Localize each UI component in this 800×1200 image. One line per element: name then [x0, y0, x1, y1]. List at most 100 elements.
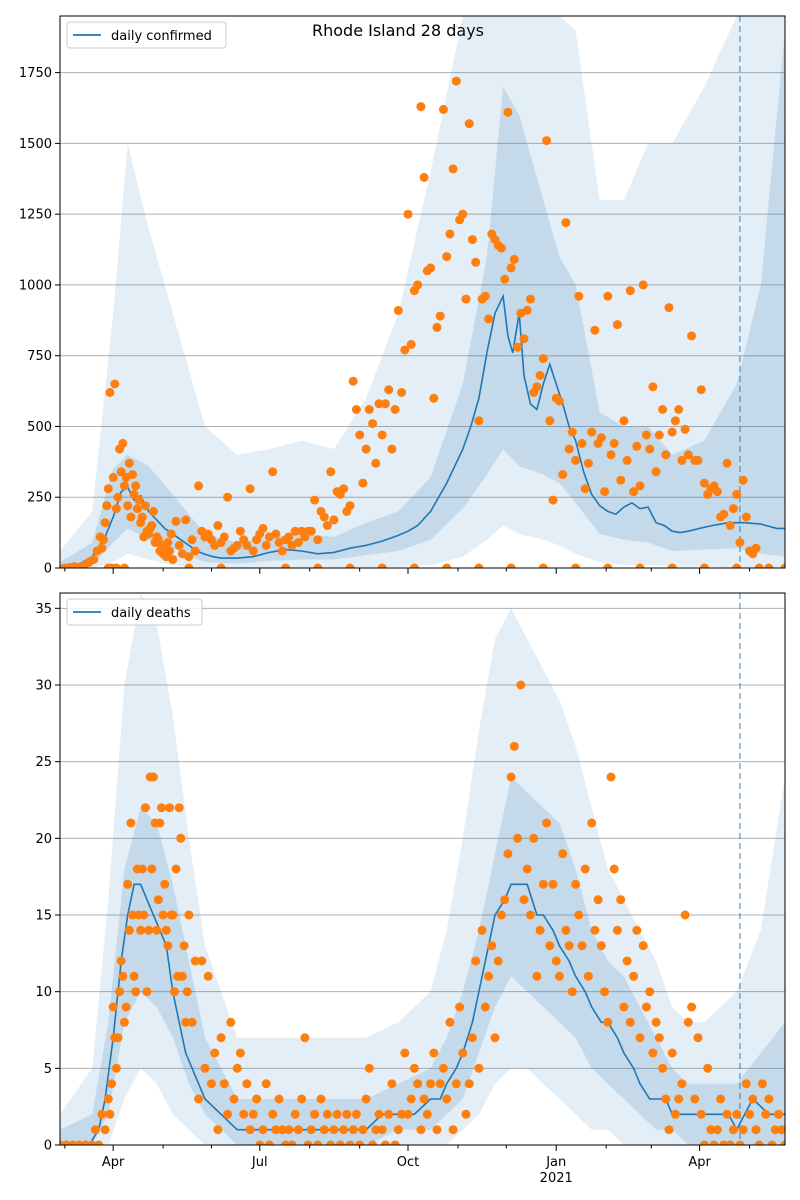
data-point — [580, 484, 590, 494]
data-point — [116, 956, 126, 966]
data-point — [248, 546, 258, 556]
y-tick-label: 15 — [35, 909, 52, 924]
data-point — [97, 543, 107, 553]
data-point — [229, 1094, 239, 1104]
data-point — [140, 501, 150, 511]
data-point — [606, 772, 616, 782]
data-point — [464, 119, 474, 129]
data-point — [206, 1079, 216, 1089]
data-point — [728, 1125, 738, 1135]
data-point — [532, 971, 542, 981]
data-point — [140, 803, 150, 813]
data-point — [687, 331, 697, 341]
data-point — [732, 1109, 742, 1119]
data-point — [111, 1063, 121, 1073]
data-point — [774, 1109, 784, 1119]
data-point — [422, 1109, 432, 1119]
data-point — [235, 1048, 245, 1058]
data-point — [155, 818, 165, 828]
data-point — [387, 444, 397, 454]
data-point — [245, 484, 255, 494]
data-point — [400, 345, 410, 355]
data-point — [393, 305, 403, 315]
data-point — [442, 1094, 452, 1104]
data-point — [210, 1048, 220, 1058]
y-tick-label: 0 — [44, 1139, 52, 1154]
legend-label: daily confirmed — [111, 29, 212, 44]
data-point — [339, 1125, 349, 1135]
data-point — [438, 104, 448, 114]
data-point — [123, 501, 133, 511]
data-point — [571, 455, 581, 465]
data-point — [677, 455, 687, 465]
data-point — [558, 470, 568, 480]
data-point — [403, 1109, 413, 1119]
data-point — [393, 1125, 403, 1135]
data-point — [464, 1079, 474, 1089]
data-point — [387, 1079, 397, 1089]
data-point — [351, 405, 361, 414]
data-point — [525, 910, 535, 920]
data-point — [757, 1079, 767, 1089]
data-point — [110, 379, 120, 389]
data-point — [496, 910, 506, 920]
data-point — [548, 879, 558, 889]
data-point — [310, 495, 320, 505]
data-point — [764, 563, 774, 568]
data-point — [764, 1094, 774, 1104]
data-point — [696, 1109, 706, 1119]
data-point — [719, 509, 729, 519]
data-point — [326, 467, 336, 477]
data-point — [674, 405, 684, 414]
data-point — [474, 1063, 484, 1073]
data-point — [619, 1002, 629, 1012]
data-point — [496, 243, 506, 253]
data-point — [487, 941, 497, 951]
data-point — [406, 1094, 416, 1104]
data-point — [503, 849, 513, 859]
data-point — [735, 1140, 745, 1145]
data-point — [111, 563, 121, 568]
data-point — [261, 540, 271, 550]
data-point — [187, 535, 197, 545]
data-point — [126, 818, 136, 828]
data-point — [99, 535, 108, 545]
data-point — [461, 294, 471, 304]
data-point — [748, 1094, 758, 1104]
data-point — [268, 467, 278, 477]
data-point — [361, 1094, 371, 1104]
data-point — [648, 1048, 658, 1058]
data-point — [264, 1140, 274, 1145]
data-point — [542, 136, 552, 146]
data-point — [313, 563, 323, 568]
data-point — [165, 803, 175, 813]
data-point — [119, 563, 129, 568]
data-point — [139, 910, 149, 920]
y-tick-label: 35 — [35, 602, 52, 617]
data-point — [561, 925, 571, 935]
data-point — [738, 475, 748, 485]
data-point — [506, 263, 516, 273]
data-point — [113, 1033, 123, 1043]
data-point — [461, 1109, 471, 1119]
data-point — [406, 339, 416, 349]
data-point — [119, 481, 129, 491]
data-point — [535, 371, 545, 380]
data-point — [583, 458, 593, 468]
data-point — [571, 563, 581, 568]
data-point — [123, 879, 133, 889]
data-point — [426, 263, 436, 273]
data-point — [403, 209, 413, 219]
data-point — [416, 102, 426, 112]
data-point — [316, 1094, 326, 1104]
data-point — [103, 484, 113, 494]
data-point — [635, 1033, 645, 1043]
data-point — [287, 1140, 297, 1145]
data-point — [342, 1109, 352, 1119]
data-point — [119, 1017, 129, 1027]
data-point — [345, 501, 355, 511]
data-point — [687, 1002, 697, 1012]
data-point — [397, 388, 407, 397]
data-point — [319, 1125, 329, 1135]
data-point — [129, 971, 139, 981]
